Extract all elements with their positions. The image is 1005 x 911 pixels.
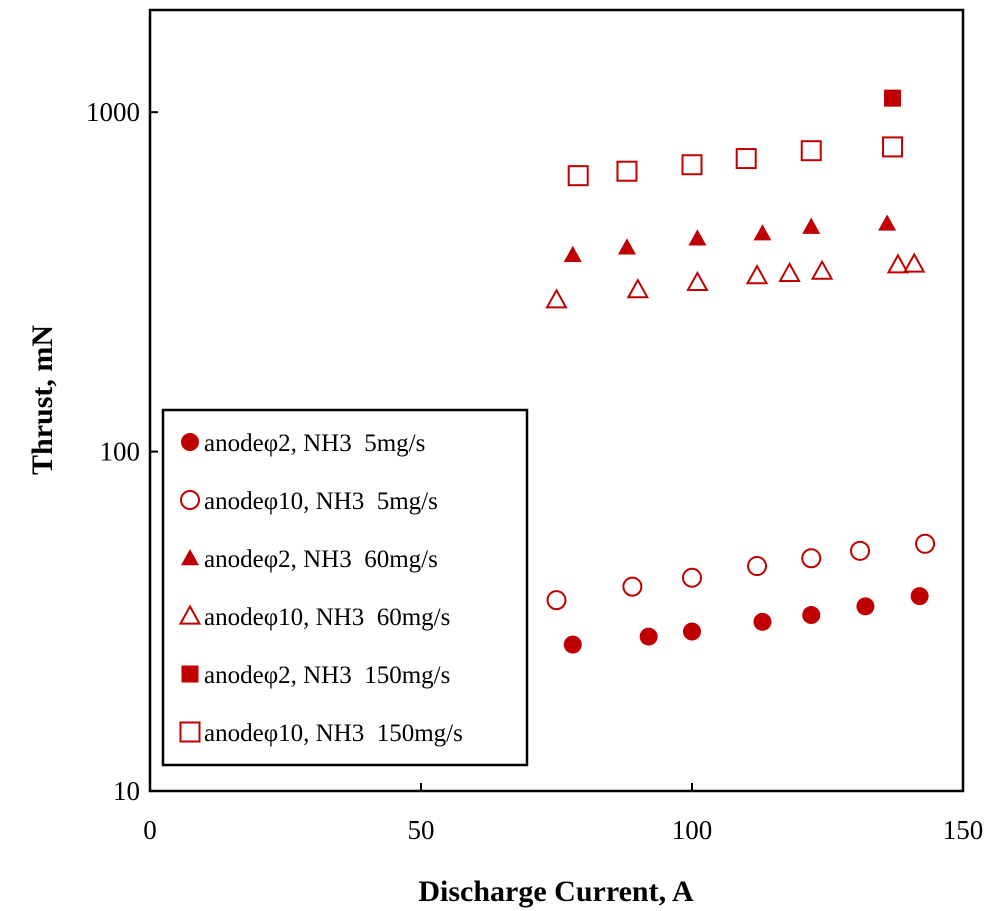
- data-point: [802, 606, 821, 625]
- series-0: [563, 587, 929, 654]
- legend-marker: [181, 433, 199, 451]
- data-point: [802, 217, 821, 234]
- data-point: [567, 165, 589, 187]
- data-point: [563, 245, 582, 263]
- data-point: [546, 590, 567, 611]
- data-point: [681, 154, 703, 176]
- data-point: [563, 635, 582, 654]
- x-axis-title: Discharge Current, A: [418, 875, 694, 908]
- data-point: [622, 576, 643, 597]
- legend-label: anodeφ10, NH3 150mg/s: [204, 720, 463, 747]
- legend-label: anodeφ2, NH3 5mg/s: [204, 430, 425, 457]
- legend: anodeφ2, NH3 5mg/s anodeφ10, NH3 5mg/s ano…: [161, 408, 529, 767]
- data-point: [882, 136, 904, 158]
- y-tick-label: 10: [113, 776, 140, 806]
- data-point: [626, 278, 649, 299]
- data-point: [915, 533, 936, 554]
- x-tick-label: 0: [143, 815, 157, 845]
- legend-label: anodeφ2, NH3 60mg/s: [204, 546, 438, 573]
- data-point: [778, 261, 801, 282]
- series-2: [563, 214, 897, 263]
- data-point: [878, 214, 897, 231]
- legend-item: anodeφ2, NH3 5mg/s: [181, 430, 425, 457]
- legend-marker: [179, 721, 201, 743]
- series-5: [567, 136, 904, 187]
- x-tick-label: 100: [672, 815, 713, 845]
- data-point: [800, 140, 822, 162]
- data-point: [801, 548, 822, 569]
- data-points: [545, 89, 936, 654]
- legend-label: anodeφ2, NH3 150mg/s: [204, 662, 450, 689]
- legend-item: anodeφ10, NH3 60mg/s: [178, 604, 450, 631]
- data-point: [850, 540, 871, 561]
- legend-item: anodeφ2, NH3 150mg/s: [181, 662, 450, 689]
- legend-label: anodeφ10, NH3 5mg/s: [204, 488, 438, 515]
- legend-marker: [178, 604, 202, 625]
- axis-ticks: 0 50 100 150 10 100 1000: [86, 97, 983, 845]
- series-3: [545, 252, 926, 309]
- legend-label: anodeφ10, NH3 60mg/s: [204, 604, 450, 631]
- data-point: [617, 238, 636, 255]
- data-point: [735, 148, 757, 170]
- data-point: [753, 224, 772, 241]
- y-tick-label: 100: [100, 437, 141, 467]
- legend-marker: [181, 665, 199, 683]
- data-point: [682, 567, 702, 588]
- data-point: [683, 622, 701, 641]
- series-1: [546, 533, 936, 611]
- legend-item: anodeφ10, NH3 150mg/s: [179, 720, 463, 747]
- data-point: [886, 253, 910, 274]
- series-4: [884, 89, 902, 107]
- legend-marker: [180, 490, 200, 510]
- legend-item: anodeφ10, NH3 5mg/s: [180, 488, 438, 515]
- x-tick-label: 150: [943, 815, 984, 845]
- legend-marker: [181, 549, 199, 566]
- data-point: [856, 597, 875, 616]
- y-axis-title: Thrust, mN: [26, 325, 59, 475]
- data-point: [910, 587, 929, 606]
- legend-box: [161, 408, 529, 767]
- data-point: [616, 160, 638, 182]
- data-point: [903, 252, 926, 273]
- data-point: [745, 264, 769, 285]
- data-point: [884, 89, 902, 107]
- data-point: [688, 229, 707, 246]
- data-point: [639, 627, 658, 646]
- data-point: [753, 612, 772, 631]
- data-point: [545, 288, 568, 309]
- legend-item: anodeφ2, NH3 60mg/s: [181, 546, 438, 573]
- y-tick-label: 1000: [86, 97, 140, 127]
- data-point: [747, 556, 768, 577]
- data-point: [810, 259, 834, 280]
- data-point: [686, 270, 709, 292]
- x-tick-label: 50: [408, 815, 435, 845]
